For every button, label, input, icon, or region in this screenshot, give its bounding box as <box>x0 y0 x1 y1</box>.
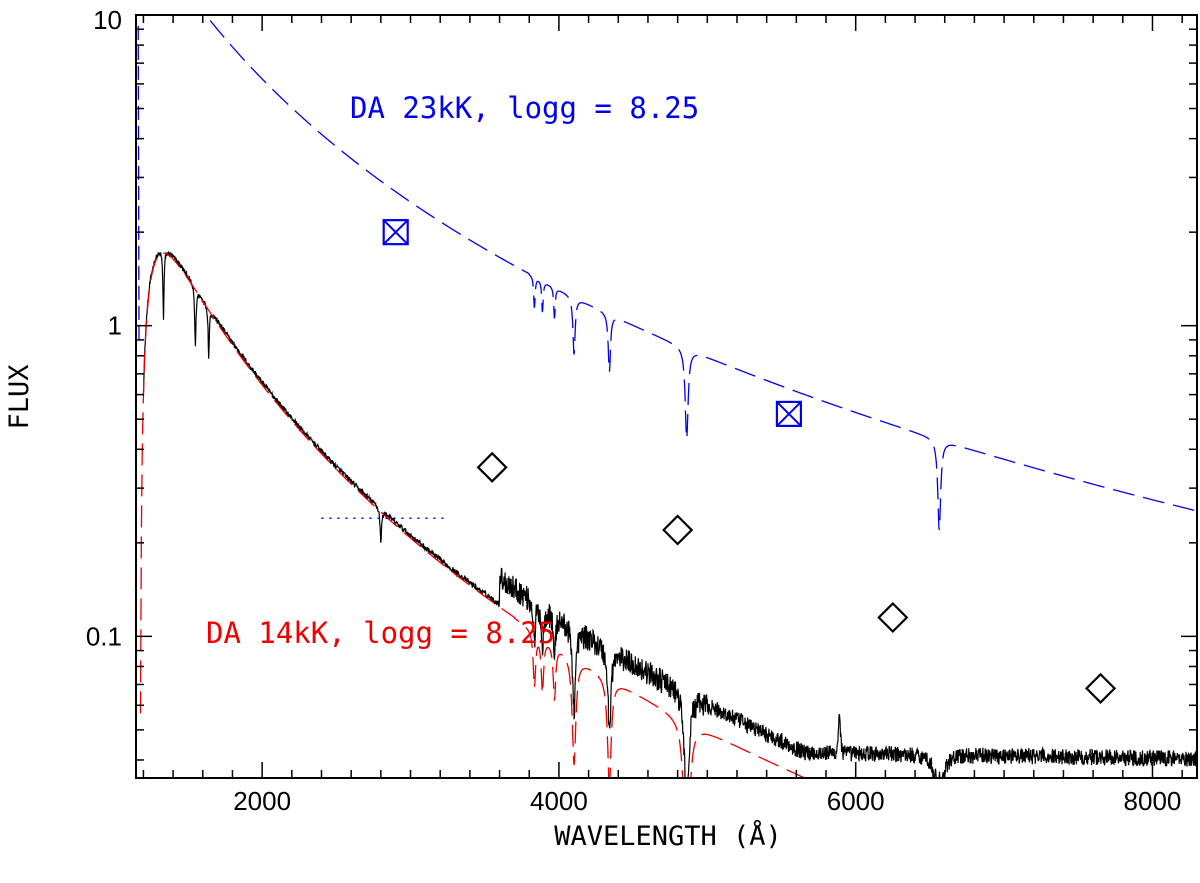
photometry-box-frame <box>775 400 803 428</box>
photometry-box-diag-b <box>382 219 409 245</box>
x-tick-label: 6000 <box>827 786 885 816</box>
photometry-box-diag-b <box>776 401 802 427</box>
ticks-layer: 2000 4000 6000 8000 0.1 1 10 <box>86 5 1197 816</box>
photometry-diamond-1 <box>662 514 694 546</box>
photometry-diamond-0 <box>476 451 508 483</box>
markers-layer <box>321 219 1117 704</box>
hot-model-edge <box>137 21 140 340</box>
x-tick-label: 4000 <box>530 786 588 816</box>
x-tick-label: 2000 <box>233 786 291 816</box>
curves-layer <box>137 20 1198 779</box>
observed-spectrum-line <box>142 251 1198 779</box>
cool-model-line <box>139 252 1197 779</box>
photometry-box-0 <box>382 219 409 246</box>
y-tick-label: 1 <box>108 311 122 341</box>
photometry-diamond-2 <box>877 601 909 634</box>
photometry-box-1 <box>775 400 803 428</box>
y-tick-label: 10 <box>93 5 122 35</box>
y-tick-label: 0.1 <box>86 621 122 651</box>
hot-model-label: DA 23kK, logg = 8.25 <box>350 91 699 125</box>
photometry-box-frame <box>382 219 409 246</box>
axes-layer <box>135 14 1198 779</box>
text-layer: WAVELENGTH (Å) FLUX DA 23kK, logg = 8.25… <box>4 91 782 852</box>
x-axis-label: WAVELENGTH (Å) <box>554 820 782 852</box>
photometry-diamond-3 <box>1084 672 1117 704</box>
x-tick-label: 8000 <box>1124 786 1182 816</box>
hot-model-line <box>209 20 1197 531</box>
y-axis-label: FLUX <box>4 364 35 429</box>
cool-model-label: DA 14kK, logg = 8.25 <box>206 616 555 650</box>
plot-frame <box>135 14 1198 779</box>
